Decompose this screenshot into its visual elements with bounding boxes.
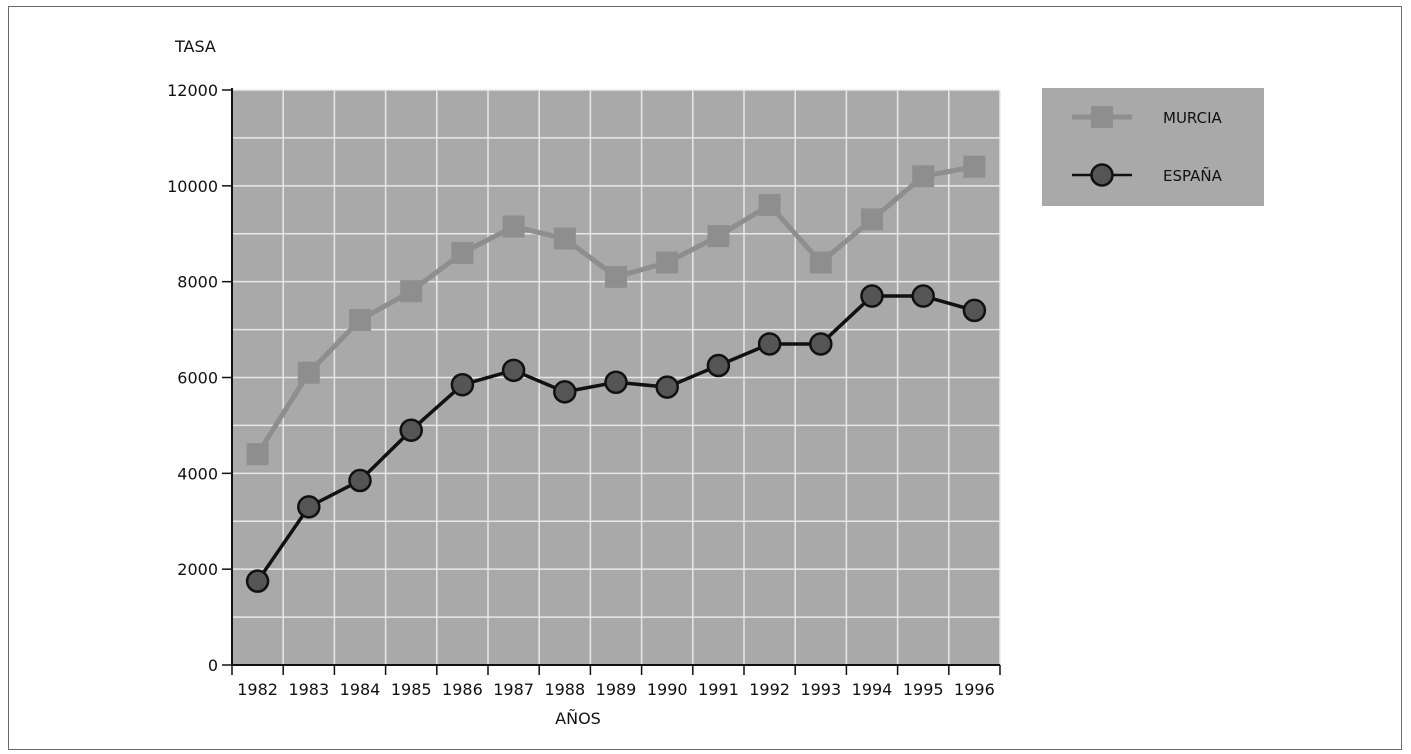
data-point (502, 215, 525, 238)
x-tick-label: 1983 (288, 680, 329, 699)
legend-marker (1091, 106, 1113, 128)
legend-label: MURCIA (1163, 109, 1222, 127)
data-point (501, 358, 526, 383)
x-tick-label: 1984 (340, 680, 381, 699)
data-point (349, 309, 371, 331)
legend: MURCIA ESPAÑA (1042, 88, 1264, 206)
x-tick-label: 1989 (596, 680, 637, 699)
data-point (707, 225, 730, 248)
series-group (245, 155, 987, 593)
data-point (553, 227, 576, 250)
x-tick-label: 1993 (800, 680, 841, 699)
data-point (297, 361, 320, 384)
data-point (297, 495, 321, 519)
grid-lines (232, 89, 1001, 665)
data-point (757, 332, 782, 356)
data-point (450, 372, 475, 397)
data-point (451, 241, 474, 264)
x-tick-label: 1992 (749, 680, 790, 699)
y-tick-label: 12000 (167, 81, 218, 100)
data-point (553, 380, 577, 404)
series-españa (245, 284, 987, 593)
y-axis-title: TASA (174, 37, 216, 56)
y-tick-label: 8000 (177, 273, 218, 292)
data-point (246, 443, 269, 466)
data-point (962, 298, 987, 323)
data-point (861, 208, 883, 231)
x-tick-label: 1991 (698, 680, 739, 699)
data-point (399, 418, 423, 442)
legend-item-murcia: MURCIA (1072, 106, 1222, 128)
legend-marker (1090, 163, 1114, 187)
x-tick-label: 1995 (903, 680, 944, 699)
data-point (706, 353, 731, 378)
data-point (655, 375, 679, 399)
x-tick-label: 1985 (391, 680, 432, 699)
data-point (348, 468, 372, 493)
data-point (911, 284, 935, 308)
data-point (604, 370, 628, 395)
data-point (860, 284, 884, 308)
x-tick-label: 1986 (442, 680, 483, 699)
x-tick-label: 1988 (544, 680, 585, 699)
x-axis-title: AÑOS (555, 709, 601, 728)
data-point (245, 569, 270, 593)
legend-box (1042, 88, 1264, 206)
legend-label: ESPAÑA (1163, 166, 1223, 185)
data-point (809, 251, 832, 274)
x-tick-label: 1994 (852, 680, 893, 699)
data-point (912, 165, 935, 188)
y-tick-label: 4000 (177, 464, 218, 483)
data-point (605, 265, 627, 288)
x-axis-ticks: 1982 1983 1984 1985 1986 1987 1988 1989 1990 1991… (231, 665, 1001, 699)
data-point (809, 332, 833, 356)
x-tick-label: 1996 (954, 680, 995, 699)
legend-item-españa: ESPAÑA (1072, 163, 1223, 187)
y-axis-ticks: 0 2000 4000 6000 8000 10000 12000 (167, 81, 232, 675)
x-tick-label: 1990 (647, 680, 688, 699)
data-point (963, 155, 986, 178)
y-tick-label: 10000 (167, 177, 218, 196)
x-tick-label: 1987 (493, 680, 534, 699)
data-point (400, 280, 423, 303)
x-tick-label: 1982 (237, 680, 278, 699)
y-tick-label: 2000 (177, 560, 218, 579)
data-point (758, 194, 781, 216)
data-point (656, 251, 679, 274)
y-tick-label: 6000 (177, 369, 218, 388)
series-murcia (246, 155, 986, 466)
y-tick-label: 0 (208, 656, 218, 675)
